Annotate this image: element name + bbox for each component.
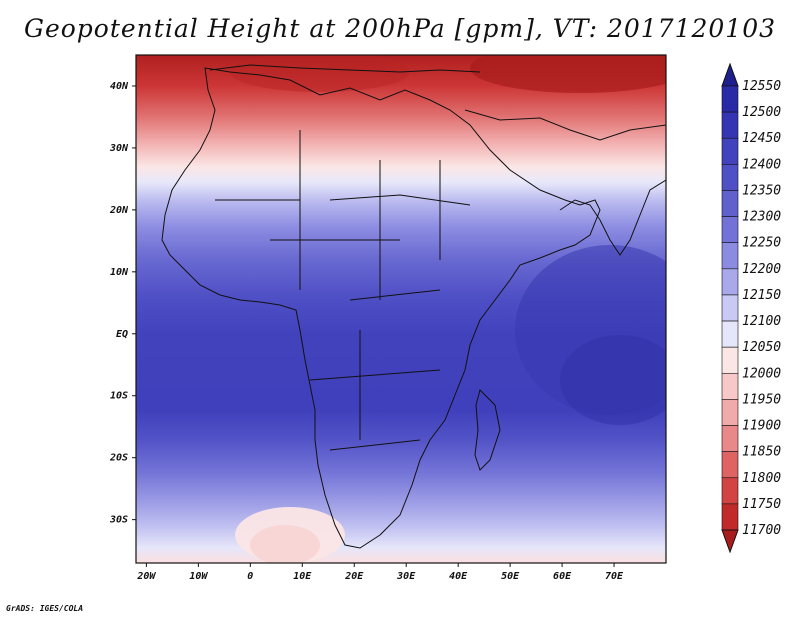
longitude-labels: 20W 10W 0 10E 20E 30E 40E 50E 60E 70E <box>136 563 624 582</box>
lon-label: 20E <box>344 571 364 582</box>
colorbar-bin <box>721 85 739 113</box>
colorbar-label: 11850 <box>742 445 781 460</box>
map-frame <box>135 54 667 564</box>
lat-label: 40N <box>110 81 129 92</box>
colorbar-bottom-triangle <box>721 529 739 554</box>
lon-label: 10E <box>293 571 312 582</box>
colorbar-label: 12300 <box>742 210 781 225</box>
lat-label: 20S <box>109 453 128 464</box>
lat-label: 10N <box>110 267 129 278</box>
colorbar-label: 11700 <box>742 523 781 538</box>
colorbar-label: 12550 <box>742 79 781 94</box>
colorbar-label: 12450 <box>742 131 781 146</box>
colorbar-bin <box>721 320 739 348</box>
colorbar: 12550 12500 12450 12400 12350 12300 12250 12200… <box>721 62 781 554</box>
colorbar-label: 12200 <box>742 262 781 277</box>
colorbar-bin <box>721 294 739 322</box>
colorbar-label: 12350 <box>742 183 781 198</box>
colorbar-label: 12500 <box>742 105 781 120</box>
map-title: Geopotential Height at 200hPa [gpm], VT:… <box>23 14 777 43</box>
colorbar-label: 11750 <box>742 497 781 512</box>
colorbar-label: 12100 <box>742 314 781 329</box>
colorbar-top-triangle <box>721 62 739 87</box>
colorbar-label: 12050 <box>742 340 781 355</box>
lon-label: 10W <box>189 571 208 582</box>
lat-label: EQ <box>116 329 128 340</box>
colorbar-label: 12250 <box>742 236 781 251</box>
colorbar-label: 11900 <box>742 419 781 434</box>
colorbar-bin <box>721 503 739 531</box>
colorbar-label: 12150 <box>742 288 781 303</box>
colorbar-bin <box>721 190 739 217</box>
lon-label: 70E <box>605 571 624 582</box>
colorbar-bin <box>721 137 739 165</box>
map-field <box>136 55 666 563</box>
lon-label: 20W <box>136 571 156 582</box>
latitude-labels: 40N 30N 20N 10N EQ 10S 20S 30S <box>109 81 136 526</box>
colorbar-bin <box>721 451 739 479</box>
lon-label: 40E <box>449 571 468 582</box>
colorbar-bin <box>721 216 739 244</box>
lon-label: 30E <box>396 571 416 582</box>
lon-label: 60E <box>553 571 572 582</box>
colorbar-bin <box>721 346 739 374</box>
credit-text: GrADS: IGES/COLA <box>6 604 84 613</box>
colorbar-bin <box>721 372 739 400</box>
lat-label: 30S <box>109 515 128 526</box>
lon-label: 50E <box>501 571 520 582</box>
colorbar-label: 12400 <box>742 157 781 172</box>
colorbar-bin <box>721 164 739 191</box>
colorbar-label: 12000 <box>742 366 781 381</box>
colorbar-bin <box>721 268 739 296</box>
colorbar-bin <box>721 399 739 426</box>
coastlines <box>161 64 666 549</box>
lon-label: 0 <box>247 571 253 582</box>
colorbar-label: 11800 <box>742 471 781 486</box>
lat-label: 10S <box>110 391 128 402</box>
colorbar-bin <box>721 111 739 139</box>
lat-label: 30N <box>109 143 129 154</box>
colorbar-label: 11950 <box>742 392 781 407</box>
colorbar-bin <box>721 425 739 452</box>
colorbar-bin <box>721 477 739 505</box>
colorbar-bin <box>721 242 739 270</box>
lat-label: 20N <box>109 205 129 216</box>
